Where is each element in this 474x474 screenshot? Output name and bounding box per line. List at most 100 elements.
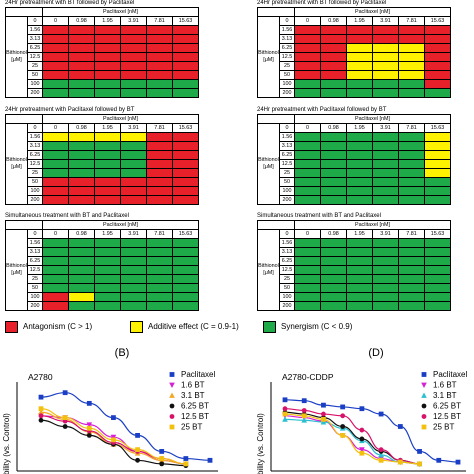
heatmap-cell [424, 43, 451, 53]
heatmap-cell [346, 132, 373, 142]
heatmap-panel: Simultaneous treatment with BT and Pacli… [5, 213, 217, 318]
heatmap-cell [172, 186, 199, 196]
heatmap-cell [346, 52, 373, 62]
heatmap-cell [294, 301, 321, 311]
heatmap-cell [42, 256, 69, 266]
data-point [62, 390, 68, 396]
data-point [397, 424, 403, 429]
heatmap-cell [120, 168, 147, 178]
series-line [40, 392, 211, 461]
row-value: 6.25 [279, 150, 295, 160]
row-value: 25 [27, 61, 43, 71]
heatmap-cell [146, 70, 173, 80]
data-point [38, 406, 44, 412]
heatmap-cell [398, 256, 425, 266]
heatmap-cell [120, 186, 147, 196]
heatmap-cell [320, 52, 347, 62]
heatmap-cell [398, 150, 425, 160]
row-value: 0 [279, 229, 295, 239]
row-title-unit: [μM] [11, 57, 22, 63]
series-paclitaxel [282, 397, 461, 465]
row-value: 50 [27, 177, 43, 187]
heatmap-cell [68, 52, 95, 62]
heatmap-cell [424, 88, 451, 98]
heatmap-cell [172, 61, 199, 71]
heatmap-grid: Paclitaxel [nM] Bithionol [μM] 0 0 0.98 1.95 3.… [5, 114, 199, 205]
heatmap-cell [346, 283, 373, 293]
heatmap-cell [42, 61, 69, 71]
heatmap-corner-cell [257, 7, 295, 17]
heatmap-cell [172, 34, 199, 44]
heatmap-cell [424, 61, 451, 71]
data-point [436, 457, 442, 463]
row-value: 200 [279, 195, 295, 205]
data-point [417, 461, 422, 467]
row-value: 6.25 [27, 43, 43, 53]
data-point [378, 411, 384, 417]
col-value: 0.98 [68, 16, 95, 26]
row-title-name: Bithionol [6, 50, 27, 56]
heatmap-cell [294, 265, 321, 275]
heatmap-cell [320, 141, 347, 151]
heatmap-cell [346, 168, 373, 178]
heatmap-cell [294, 25, 321, 35]
heatmap-cell [398, 301, 425, 311]
legend-label: 25 BT [181, 423, 202, 432]
col-value: 7.81 [398, 16, 425, 26]
heatmap-cell [146, 52, 173, 62]
heatmap-cell [120, 88, 147, 98]
legend-label: 1.6 BT [181, 381, 205, 390]
heatmap-cell [146, 301, 173, 311]
heatmap-cell [68, 265, 95, 275]
heatmap-cell [372, 70, 399, 80]
heatmap-cell [424, 150, 451, 160]
heatmap-cell [68, 150, 95, 160]
row-title-unit: [μM] [263, 270, 274, 276]
data-point [183, 461, 189, 467]
data-point [38, 417, 44, 423]
heatmap-cell [346, 195, 373, 205]
col-value: 7.81 [146, 123, 173, 133]
chart-panel-label: (D) [368, 347, 383, 359]
heatmap-corner-cell [5, 114, 43, 124]
heatmap-cell [146, 283, 173, 293]
heatmap-cell [120, 141, 147, 151]
heatmap-cell [320, 292, 347, 302]
heatmap-cell [372, 186, 399, 196]
col-value: 15.63 [424, 16, 451, 26]
legend-marker [169, 424, 175, 430]
data-point [38, 409, 44, 415]
heatmap-cell [146, 25, 173, 35]
row-value: 100 [27, 186, 43, 196]
row-value: 1.56 [279, 25, 295, 35]
heatmap-cell [294, 283, 321, 293]
heatmap-cell [346, 43, 373, 53]
y-axis-label: % Viability (vs. Control) [256, 413, 265, 474]
heatmap-cell [120, 256, 147, 266]
row-value: 25 [27, 274, 43, 284]
heatmap-cell [294, 70, 321, 80]
row-value: 0 [27, 16, 43, 26]
legend-swatch-additive [130, 321, 143, 333]
row-title-name: Bithionol [6, 263, 27, 269]
heatmap-cell [346, 159, 373, 169]
heatmap-cell [346, 141, 373, 151]
heatmap-cell [120, 61, 147, 71]
legend-marker [421, 414, 427, 419]
heatmap-cell [294, 186, 321, 196]
heatmap-cell [94, 25, 121, 35]
heatmap-cell [42, 238, 69, 248]
heatmap-panel-title: 24Hr pretreatment with BT followed by Pa… [257, 0, 387, 6]
legend-label-synergism: Synergism (C < 0.9) [281, 322, 353, 331]
legend-entry: 3.1 BT [421, 391, 457, 400]
heatmap-cell [42, 159, 69, 169]
heatmap-cell [42, 79, 69, 89]
chart-panel-label: (B) [115, 347, 130, 359]
heatmap-panel-title: Simultaneous treatment with BT and Pacli… [257, 213, 381, 219]
col-header: Paclitaxel [nM] [42, 114, 199, 124]
col-value: 7.81 [398, 123, 425, 133]
row-value: 3.13 [27, 247, 43, 257]
legend-marker [169, 392, 175, 398]
heatmap-cell [294, 132, 321, 142]
heatmap-cell [42, 177, 69, 187]
